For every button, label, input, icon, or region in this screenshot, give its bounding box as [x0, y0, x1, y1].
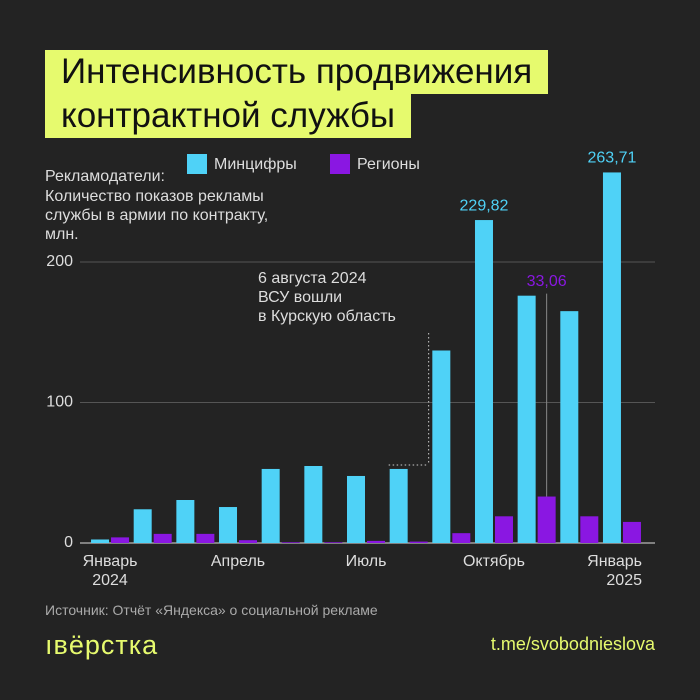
bar [176, 500, 195, 543]
y-tick-label: 0 [64, 534, 73, 551]
annotation-line: ВСУ вошли [258, 289, 343, 306]
subtitle-line: млн. [45, 226, 79, 243]
bar [517, 295, 536, 543]
x-tick-label: Июль [345, 553, 387, 570]
subtitle-line: службы в армии по контракту, [45, 207, 269, 224]
bar [219, 507, 238, 543]
bar [133, 509, 152, 543]
bar [281, 542, 300, 543]
bar [560, 311, 579, 543]
footer-link: t.me/svobodnieslova [490, 634, 655, 654]
bar [91, 539, 110, 543]
title-line: контрактной службы [45, 94, 412, 138]
legend-label: Минцифры [214, 156, 297, 173]
bar [474, 220, 493, 543]
bar [196, 533, 215, 543]
bar [409, 541, 428, 543]
x-tick-label: Октябрь [462, 553, 525, 570]
x-tick-label: Январь 2025 [587, 553, 642, 589]
annotation-line: в Курскую область [258, 308, 396, 325]
value-label: 33,06 [527, 273, 567, 290]
logo: ıвёрстка [45, 630, 159, 660]
x-tick-label: Апрель [210, 553, 266, 570]
bar [367, 540, 385, 543]
legend-swatch [330, 154, 350, 174]
source: Источник: Отчёт «Яндекса» о социальной р… [45, 602, 378, 618]
bar [452, 533, 471, 543]
bar [347, 475, 365, 543]
legend-swatch [187, 154, 207, 174]
value-label: 263,71 [588, 150, 637, 167]
bar [389, 468, 408, 543]
subtitle-line: Количество показов рекламы [45, 188, 264, 205]
bar [304, 465, 323, 543]
bar [580, 516, 599, 543]
annotation-leader [388, 333, 430, 466]
bar [261, 468, 280, 543]
bar [239, 540, 258, 543]
x-tick-label: Январь 2024 [82, 553, 138, 589]
bar [622, 521, 641, 543]
value-label: 229,82 [460, 197, 509, 214]
bar [153, 533, 172, 543]
title-line: Интенсивность продвижения [45, 50, 549, 94]
annotation-line: 6 августа 2024 [258, 270, 367, 287]
legend-label: Регионы [357, 156, 420, 173]
y-tick-label: 200 [46, 253, 73, 270]
bar [537, 496, 556, 543]
legend-title: Рекламодатели: [45, 168, 165, 185]
bar [111, 537, 130, 543]
bar [494, 516, 513, 543]
y-tick-label: 100 [46, 394, 73, 411]
bar [432, 350, 451, 543]
bar [324, 542, 343, 543]
bar [602, 172, 621, 544]
